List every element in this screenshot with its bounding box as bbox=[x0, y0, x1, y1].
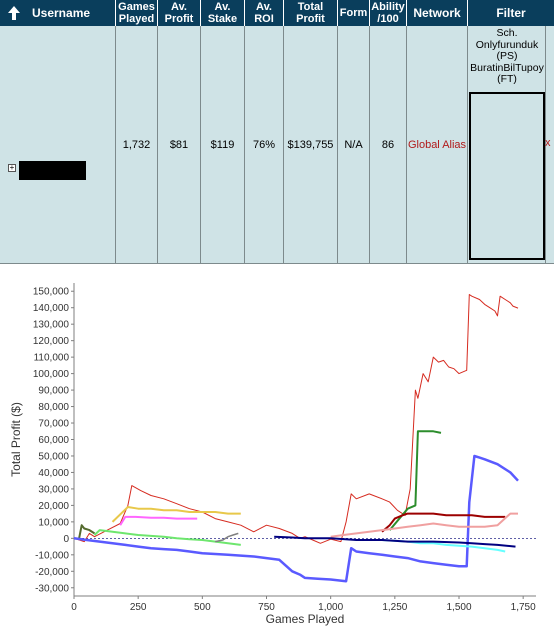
av-stake-header-label: Av. Stake bbox=[207, 1, 238, 25]
x-tick-label: 1,250 bbox=[382, 602, 407, 613]
network-header-label: Network bbox=[413, 6, 461, 20]
column-header-total-profit[interactable]: Total Profit bbox=[284, 0, 338, 26]
y-tick-label: -20,000 bbox=[35, 567, 69, 578]
column-header-av-profit[interactable]: Av. Profit bbox=[158, 0, 201, 26]
series-line-12 bbox=[215, 532, 239, 543]
username-cell: + bbox=[0, 26, 116, 264]
y-tick-label: 120,000 bbox=[33, 336, 70, 347]
column-header-username[interactable]: Username bbox=[0, 0, 116, 26]
ability-cell: 86 bbox=[370, 26, 407, 264]
column-header-av-stake[interactable]: Av. Stake bbox=[201, 0, 245, 26]
remove-x-icon[interactable]: x bbox=[545, 137, 551, 149]
redacted-username[interactable] bbox=[19, 161, 86, 180]
y-axis-label: Total Profit ($) bbox=[9, 402, 23, 477]
y-tick-label: 10,000 bbox=[38, 517, 69, 528]
series-line-9 bbox=[330, 512, 518, 538]
av-profit-header-label: Av. Profit bbox=[164, 1, 194, 25]
series-line-3 bbox=[119, 515, 198, 526]
filter-header-label: Filter bbox=[496, 6, 526, 20]
x-tick-label: 250 bbox=[130, 602, 147, 613]
y-tick-label: 70,000 bbox=[38, 419, 69, 430]
y-tick-label: 130,000 bbox=[33, 320, 70, 331]
av-profit-cell: $81 bbox=[158, 26, 201, 264]
y-tick-label: 90,000 bbox=[38, 386, 69, 397]
column-header-form[interactable]: Form bbox=[338, 0, 370, 26]
player-stats-table: Username Games Played Av. Profit Av. Sta… bbox=[0, 0, 554, 265]
series-line-5 bbox=[388, 430, 442, 531]
filter-line: Onlyfurunduk bbox=[475, 38, 539, 51]
y-tick-label: -10,000 bbox=[35, 550, 69, 561]
column-header-ability[interactable]: Ability /100 bbox=[370, 0, 407, 26]
y-tick-label: 80,000 bbox=[38, 402, 69, 413]
x-tick-label: 1,500 bbox=[446, 602, 471, 613]
remove-cell bbox=[546, 26, 554, 264]
total-profit-cell: $139,755 bbox=[284, 26, 338, 264]
series-line-6 bbox=[78, 524, 96, 539]
series-line-2 bbox=[111, 506, 241, 523]
y-tick-label: 0 bbox=[63, 534, 69, 545]
av-roi-header-label: Av. ROI bbox=[254, 1, 274, 25]
filter-line: Sch. bbox=[496, 27, 518, 39]
filter-text: Sch. Onlyfurunduk (PS) BuratinBilTupoy (… bbox=[468, 27, 546, 86]
filter-line: (PS) bbox=[496, 50, 518, 62]
filter-cell: Sch. Onlyfurunduk (PS) BuratinBilTupoy (… bbox=[468, 26, 546, 264]
username-header-label: Username bbox=[32, 6, 91, 20]
series-line-7 bbox=[73, 454, 519, 583]
series-line-8 bbox=[381, 512, 506, 533]
av-roi-cell: 76% bbox=[245, 26, 284, 264]
y-tick-label: 100,000 bbox=[33, 369, 70, 380]
y-tick-label: 20,000 bbox=[38, 501, 69, 512]
x-tick-label: 750 bbox=[258, 602, 275, 613]
network-link[interactable]: Global Alias bbox=[407, 26, 468, 264]
y-tick-label: 50,000 bbox=[38, 451, 69, 462]
filter-line: BuratinBilTupoy bbox=[470, 61, 544, 74]
form-cell: N/A bbox=[338, 26, 370, 264]
x-axis-label: Games Played bbox=[266, 612, 345, 626]
av-stake-cell: $119 bbox=[201, 26, 245, 264]
x-tick-label: 500 bbox=[194, 602, 211, 613]
column-header-games-played[interactable]: Games Played bbox=[116, 0, 158, 26]
games-played-cell: 1,732 bbox=[116, 26, 158, 264]
y-tick-label: 150,000 bbox=[33, 287, 70, 298]
games-played-header-label: Games Played bbox=[118, 1, 155, 25]
expand-plus-icon[interactable]: + bbox=[8, 163, 16, 172]
filter-input-box[interactable] bbox=[469, 92, 545, 260]
profit-chart: -30,000 -20,000 -10,000 0 10,000 20,000 30,000… bbox=[9, 283, 536, 626]
y-tick-label: 40,000 bbox=[38, 468, 69, 479]
column-header-av-roi[interactable]: Av. ROI bbox=[245, 0, 284, 26]
form-header-label: Form bbox=[339, 7, 368, 19]
column-header-network[interactable]: Network bbox=[407, 0, 468, 26]
x-tick-label: 1,000 bbox=[318, 602, 343, 613]
x-tick-label: 1,750 bbox=[511, 602, 536, 613]
y-tick-label: 30,000 bbox=[38, 484, 69, 495]
column-header-filter[interactable]: Filter bbox=[468, 0, 554, 26]
y-tick-label: -30,000 bbox=[35, 583, 69, 594]
y-tick-label: 110,000 bbox=[34, 353, 70, 364]
total-profit-header-label: Total Profit bbox=[296, 1, 325, 25]
filter-line: (FT) bbox=[497, 73, 517, 85]
y-tick-label: 140,000 bbox=[33, 303, 70, 314]
series-line-11 bbox=[274, 535, 516, 548]
ability-header-label: Ability /100 bbox=[371, 1, 405, 25]
y-tick-label: 60,000 bbox=[38, 435, 69, 446]
x-tick-label: 0 bbox=[71, 602, 77, 613]
sort-up-arrow-icon[interactable] bbox=[8, 6, 20, 20]
series-line-1 bbox=[73, 294, 519, 544]
